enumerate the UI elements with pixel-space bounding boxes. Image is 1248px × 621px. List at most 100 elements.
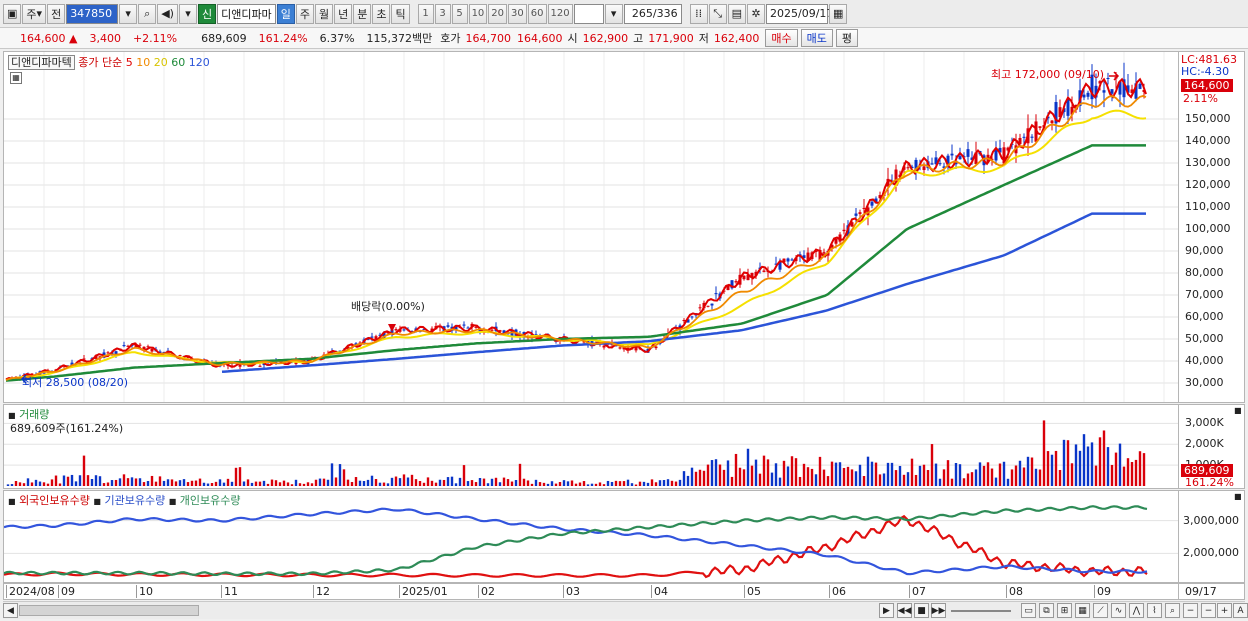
volume-bar: [846, 466, 850, 486]
custom-period-dropdown-icon[interactable]: ▾: [604, 3, 623, 24]
candle-body: [466, 327, 470, 329]
custom-period-input[interactable]: [573, 3, 604, 24]
speaker-dropdown-icon[interactable]: ▾: [178, 3, 197, 24]
period-year[interactable]: 년: [334, 3, 353, 24]
layout-icon[interactable]: ▣: [3, 3, 22, 24]
volume-bar: [858, 464, 862, 486]
scroll-thumb[interactable]: [19, 605, 199, 616]
volume-bar: [974, 469, 978, 486]
price-panel[interactable]: 디앤디파마텍 종가 단순 5 10 20 60 120 ▦ 최고 172,000…: [3, 51, 1179, 403]
volume-bar: [1062, 439, 1066, 486]
candle-body: [742, 275, 746, 280]
magnifier-icon[interactable]: ⌕: [1165, 603, 1180, 618]
zoom-in-icon[interactable]: +: [1217, 603, 1232, 618]
period-tick[interactable]: 틱: [391, 3, 410, 24]
volume-bar: [758, 473, 762, 486]
volume-bar: [814, 474, 818, 486]
window-single-icon[interactable]: ▭: [1021, 603, 1036, 618]
volume-bar: [430, 480, 434, 486]
time-axis-end: 09/17: [1179, 583, 1245, 600]
period-minute[interactable]: 분: [353, 3, 372, 24]
sell-button[interactable]: 매도: [800, 29, 833, 47]
volume-bar: [830, 461, 834, 486]
wave-line-icon[interactable]: ∿: [1111, 603, 1126, 618]
search-icon[interactable]: ⌕: [138, 3, 157, 24]
grid-tool-icon[interactable]: ⁞⁞: [689, 3, 708, 24]
date-input[interactable]: 2025/09/17: [766, 3, 833, 24]
holding-close-icon[interactable]: ■: [1234, 492, 1242, 501]
period-day[interactable]: 일: [276, 3, 295, 24]
volume-bar: [158, 476, 162, 486]
period-week[interactable]: 주: [295, 3, 314, 24]
volume-bar: [1134, 459, 1138, 486]
ma5-label: 5: [125, 56, 133, 69]
candle-body: [730, 280, 734, 289]
volume-bar: [290, 484, 294, 486]
volume-bar: [674, 481, 678, 486]
volume-bar: [142, 482, 146, 486]
volume-bar: [634, 484, 638, 486]
volume-bar: [894, 470, 898, 486]
gear-icon[interactable]: ✲: [747, 3, 765, 24]
volume-bar: [1126, 458, 1130, 486]
table-icon[interactable]: ▦: [10, 72, 22, 84]
candle-body: [774, 263, 778, 265]
volume-panel[interactable]: ■ 거래량 689,609주(161.24%): [3, 404, 1179, 489]
volume-chart[interactable]: [4, 405, 1178, 488]
count-input[interactable]: 265/336: [623, 3, 682, 24]
zoom-slider[interactable]: [951, 610, 1011, 612]
window-double-icon[interactable]: ⧉: [1039, 603, 1054, 618]
candle-body: [698, 307, 702, 309]
zoom-minus-icon[interactable]: −: [1201, 603, 1216, 618]
scroll-left-icon[interactable]: ◀: [3, 603, 18, 618]
price-chart[interactable]: [4, 52, 1178, 402]
volume-bar: [946, 460, 950, 486]
market-select[interactable]: 주 ▾: [22, 3, 47, 24]
indicator-icon[interactable]: ⋀: [1129, 603, 1144, 618]
candle-body: [470, 323, 474, 327]
ruler-icon[interactable]: ⌇: [1147, 603, 1162, 618]
holding-panel[interactable]: ■ 외국인보유수량 ■ 기관보유수량 ■ 개인보유수량: [3, 490, 1179, 583]
save-icon[interactable]: ▤: [727, 3, 746, 24]
buy-button[interactable]: 매수: [765, 29, 798, 47]
candle-body: [942, 166, 946, 168]
minute-60[interactable]: 60: [527, 3, 547, 24]
period-second[interactable]: 초: [372, 3, 391, 24]
volume-bar: [718, 464, 722, 486]
volume-close-icon[interactable]: ■: [1234, 406, 1242, 415]
tile-icon[interactable]: ▦: [1075, 603, 1090, 618]
minute-5[interactable]: 5: [451, 3, 468, 24]
trend-line-icon[interactable]: ⟋: [1093, 603, 1108, 618]
fast-forward-icon[interactable]: ▶▶: [931, 603, 946, 618]
stop-icon[interactable]: ■: [914, 603, 929, 618]
font-size-icon[interactable]: A: [1233, 603, 1248, 618]
holding-chart[interactable]: [3, 491, 1178, 582]
stock-code-input[interactable]: 347850: [66, 3, 119, 24]
code-dropdown-icon[interactable]: ▾: [119, 3, 138, 24]
eval-button[interactable]: 평: [835, 29, 859, 47]
date-picker-icon[interactable]: ▦: [829, 3, 848, 24]
volume-bar: [1006, 478, 1010, 486]
candle-body: [998, 147, 1002, 153]
minute-120[interactable]: 120: [547, 3, 573, 24]
candle-body: [82, 358, 86, 360]
candle-body: [106, 352, 110, 354]
rewind-icon[interactable]: ◀◀: [897, 603, 912, 618]
minute-20[interactable]: 20: [488, 3, 508, 24]
minute-30[interactable]: 30: [508, 3, 527, 24]
zoom-out-icon[interactable]: −: [1183, 603, 1198, 618]
candle-body: [906, 167, 910, 169]
speaker-icon[interactable]: ◀): [157, 3, 178, 24]
minute-10[interactable]: 10: [468, 3, 488, 24]
volume-bar: [26, 478, 30, 486]
candle-body: [690, 316, 694, 318]
minute-1[interactable]: 1: [417, 3, 434, 24]
chart-scrollbar[interactable]: ◀ ▶ ◀◀ ■ ▶▶ ▭ ⧉ ⊞ ▦ ⟋ ∿ ⋀ ⌇ ⌕ − − + A: [3, 601, 1248, 619]
window-split-icon[interactable]: ⊞: [1057, 603, 1072, 618]
draw-tool-icon[interactable]: ⤡: [708, 3, 727, 24]
period-month[interactable]: 월: [314, 3, 334, 24]
prev-button[interactable]: 전: [47, 3, 66, 24]
candle-body: [1118, 81, 1122, 95]
minute-3[interactable]: 3: [434, 3, 451, 24]
scroll-right-icon[interactable]: ▶: [879, 603, 894, 618]
